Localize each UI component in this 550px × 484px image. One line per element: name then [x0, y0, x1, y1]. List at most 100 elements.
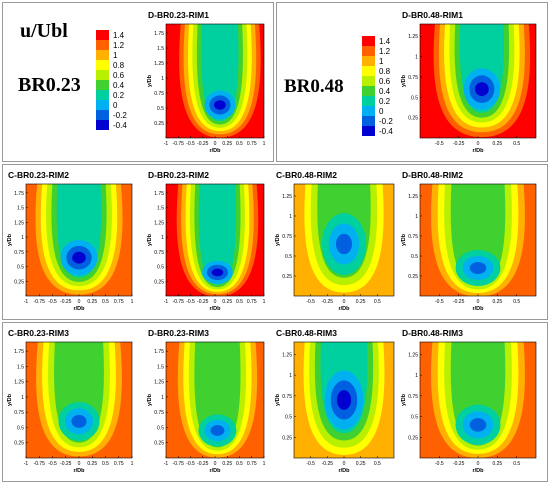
x-tick-label: -0.75: [173, 299, 185, 305]
y-tick-label: 0.75: [408, 75, 418, 81]
panel-title: D-BR0.23-RIM3: [148, 328, 209, 338]
colorbar-swatch: [96, 100, 109, 110]
y-tick-label: 0.25: [408, 274, 418, 280]
x-tick-label: 0: [214, 141, 217, 147]
group-label-br048: BR0.48: [284, 76, 344, 97]
x-tick-label: 0.25: [87, 299, 97, 305]
y-tick-label: 1: [415, 55, 418, 61]
x-tick-label: -0.25: [453, 461, 465, 467]
contour-band: [72, 251, 86, 264]
colorbar-swatch: [96, 40, 109, 50]
contour-field: [420, 184, 536, 296]
y-tick-label: 0.25: [282, 274, 292, 280]
panel-plot: -1 -0.75 -0.5 -0.25 0 0.25 0.5 0.75 1 0.25 0.5 0.75…: [7, 183, 134, 312]
colorbar-tick-label: 1: [379, 57, 384, 66]
y-tick-label: 1.25: [408, 194, 418, 200]
x-tick-label: -0.25: [322, 461, 334, 467]
x-tick-label: 1: [263, 461, 266, 467]
y-axis-label: y/Db: [7, 393, 13, 406]
panel-title: C-BR0.23-RIM2: [8, 170, 69, 180]
y-tick-label: 0.25: [408, 116, 418, 122]
y-tick-label: 1.5: [157, 46, 164, 52]
x-axis-label: r/Db: [473, 468, 485, 474]
y-tick-label: 1.25: [154, 220, 164, 226]
y-tick-label: 1.25: [282, 194, 292, 200]
colorbar-swatch: [96, 120, 109, 130]
y-tick-label: 1: [415, 373, 418, 379]
colorbar-tick-label: 0.8: [379, 67, 391, 76]
x-tick-label: 0: [214, 461, 217, 467]
colorbar-swatch: [362, 46, 375, 56]
y-tick-label: 1.75: [154, 191, 164, 197]
y-tick-label: 1.75: [154, 349, 164, 355]
colorbar-br048: 1.41.210.80.60.40.20-0.2-0.4: [362, 36, 393, 136]
y-tick-label: 1.25: [408, 34, 418, 40]
y-axis-label: y/Db: [275, 233, 281, 246]
y-axis-label: y/Db: [401, 393, 407, 406]
panel-plot: -1 -0.75 -0.5 -0.25 0 0.25 0.5 0.75 1 0.25 0.5 0.75…: [147, 341, 266, 474]
x-tick-label: -1: [164, 299, 169, 305]
y-tick-label: 0.75: [14, 250, 24, 256]
y-axis-label: y/Db: [401, 74, 407, 87]
panel-plot: -0.5 -0.25 0 0.25 0.5 0.25 0.5 0.75 1 1.25 r/Db y/D…: [401, 23, 537, 154]
x-axis-label: r/Db: [339, 306, 351, 312]
x-tick-label: -0.5: [48, 299, 57, 305]
colorbar-swatch: [362, 56, 375, 66]
x-tick-label: 0.75: [247, 141, 257, 147]
y-tick-label: 1.75: [14, 191, 24, 197]
group-label-br023: BR0.23: [18, 74, 81, 96]
y-tick-label: 0.5: [157, 106, 164, 112]
contour-panel: D-BR0.23-RIM2 -1 -0.75 -0.5 -0.25 0 0.25 0.5 0.7…: [146, 170, 268, 316]
colorbar-swatch: [362, 96, 375, 106]
y-axis-label: y/Db: [275, 393, 281, 406]
x-tick-label: 0.25: [222, 461, 232, 467]
x-tick-label: 0: [78, 299, 81, 305]
contour-panel: C-BR0.48-RIM3 -0.5 -0.25 0 0.25 0.5 0.25 0.5 0.7…: [274, 328, 398, 478]
colorbar-swatch: [362, 116, 375, 126]
colorbar-swatch: [362, 76, 375, 86]
panel-title: C-BR0.23-RIM3: [8, 328, 69, 338]
contour-panel: D-BR0.23-RIM3 -1 -0.75 -0.5 -0.25 0 0.25 0.5 0.7…: [146, 328, 268, 478]
x-tick-label: 0.5: [102, 461, 109, 467]
contour-band: [475, 82, 489, 97]
x-tick-label: -1: [164, 141, 169, 147]
x-tick-label: -0.75: [34, 299, 46, 305]
x-tick-label: 1: [263, 299, 266, 305]
colorbar-swatch: [362, 86, 375, 96]
y-tick-label: 0.75: [14, 410, 24, 416]
x-tick-label: 0.25: [222, 141, 232, 147]
y-tick-label: 0.5: [17, 265, 24, 271]
x-tick-label: -0.5: [48, 461, 57, 467]
contour-panel: D-BR0.48-RIM3 -0.5 -0.25 0 0.25 0.5 0.25 0.5 0.7…: [400, 328, 540, 478]
y-tick-label: 0.5: [157, 425, 164, 431]
colorbar-tick-label: 1.4: [379, 37, 391, 46]
x-tick-label: 0: [214, 299, 217, 305]
colorbar-tick-label: 1.4: [113, 31, 125, 40]
x-tick-label: -1: [24, 461, 29, 467]
y-tick-label: 1: [289, 373, 292, 379]
contour-field: [420, 342, 536, 458]
x-tick-label: 0.5: [236, 461, 243, 467]
x-tick-label: 0.5: [102, 299, 109, 305]
panel-title: D-BR0.48-RIM1: [402, 10, 463, 20]
x-tick-label: -0.5: [435, 299, 444, 305]
x-tick-label: -0.5: [186, 299, 195, 305]
y-tick-label: 1.5: [17, 206, 24, 212]
x-tick-label: -0.5: [186, 461, 195, 467]
x-tick-label: -0.25: [453, 299, 465, 305]
x-tick-label: -0.5: [306, 461, 315, 467]
colorbar-tick-label: -0.4: [113, 121, 127, 130]
panel-title: D-BR0.23-RIM1: [148, 10, 209, 20]
y-tick-label: 0.75: [282, 234, 292, 240]
y-tick-label: 0.25: [154, 121, 164, 127]
x-axis-label: r/Db: [74, 306, 86, 312]
colorbar-swatch: [96, 70, 109, 80]
colorbar-swatch: [362, 106, 375, 116]
y-tick-label: 1.25: [154, 380, 164, 386]
x-tick-label: 0.5: [236, 299, 243, 305]
colorbar-tick-label: 0: [113, 101, 118, 110]
colorbar-tick-label: -0.2: [379, 117, 393, 126]
x-tick-label: -0.5: [306, 299, 315, 305]
y-tick-label: 1: [161, 235, 164, 241]
x-tick-label: 0: [477, 299, 480, 305]
